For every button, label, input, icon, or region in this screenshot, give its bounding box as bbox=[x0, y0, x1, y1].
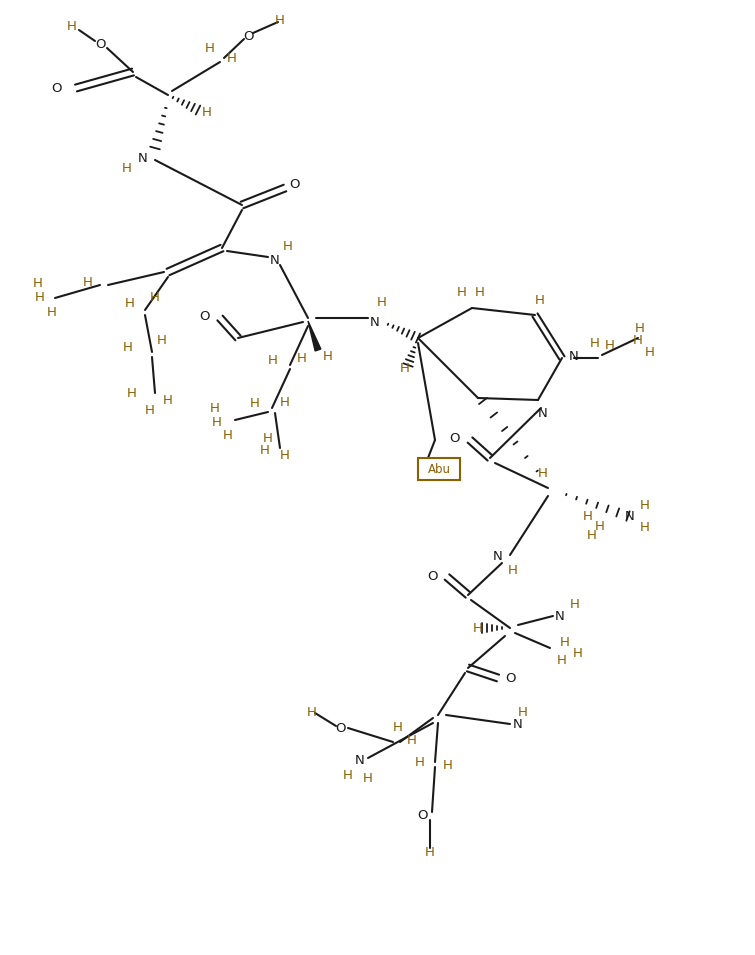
Text: H: H bbox=[33, 277, 43, 289]
Text: H: H bbox=[307, 706, 317, 718]
Text: H: H bbox=[163, 393, 173, 407]
Text: H: H bbox=[145, 404, 155, 416]
Text: H: H bbox=[605, 338, 615, 351]
Text: H: H bbox=[443, 758, 453, 772]
Text: H: H bbox=[473, 622, 483, 634]
Text: H: H bbox=[640, 520, 650, 534]
Text: N: N bbox=[493, 549, 503, 562]
Text: H: H bbox=[393, 720, 403, 733]
Text: O: O bbox=[51, 81, 61, 95]
Text: H: H bbox=[645, 346, 655, 358]
Text: N: N bbox=[555, 609, 565, 623]
Text: H: H bbox=[223, 429, 233, 441]
Text: H: H bbox=[640, 499, 650, 512]
Text: N: N bbox=[569, 350, 579, 363]
Text: O: O bbox=[450, 432, 461, 444]
Text: H: H bbox=[280, 449, 290, 461]
Text: H: H bbox=[127, 387, 137, 399]
Text: H: H bbox=[283, 240, 293, 252]
Text: H: H bbox=[518, 706, 528, 718]
Text: H: H bbox=[573, 647, 583, 660]
Text: H: H bbox=[508, 563, 518, 577]
Text: H: H bbox=[260, 443, 270, 456]
Text: H: H bbox=[212, 415, 222, 429]
Text: O: O bbox=[334, 721, 345, 734]
Text: H: H bbox=[633, 333, 643, 347]
Text: H: H bbox=[538, 466, 548, 479]
Text: H: H bbox=[590, 336, 600, 350]
Polygon shape bbox=[308, 321, 321, 351]
Text: O: O bbox=[243, 30, 253, 43]
Text: H: H bbox=[587, 528, 597, 541]
Text: H: H bbox=[363, 772, 373, 784]
Text: N: N bbox=[370, 315, 380, 329]
Text: H: H bbox=[557, 653, 567, 667]
Text: N: N bbox=[513, 717, 523, 731]
Text: O: O bbox=[290, 179, 300, 192]
Text: H: H bbox=[202, 105, 212, 118]
Bar bbox=[418, 458, 460, 480]
Text: H: H bbox=[535, 293, 545, 307]
Text: H: H bbox=[83, 275, 93, 288]
Text: N: N bbox=[138, 152, 148, 164]
Text: H: H bbox=[205, 41, 215, 54]
Text: H: H bbox=[125, 296, 135, 309]
Text: H: H bbox=[583, 510, 593, 522]
Text: H: H bbox=[268, 353, 278, 367]
Text: H: H bbox=[250, 396, 260, 410]
Text: N: N bbox=[355, 753, 365, 767]
Text: O: O bbox=[200, 309, 210, 323]
Text: H: H bbox=[457, 286, 467, 299]
Text: H: H bbox=[263, 432, 273, 444]
Text: H: H bbox=[157, 333, 167, 347]
Text: N: N bbox=[270, 253, 280, 266]
Text: H: H bbox=[150, 290, 160, 304]
Text: H: H bbox=[560, 635, 570, 648]
Text: H: H bbox=[595, 520, 605, 533]
Text: H: H bbox=[635, 322, 645, 334]
Text: H: H bbox=[67, 19, 77, 32]
Text: H: H bbox=[425, 845, 435, 859]
Text: H: H bbox=[122, 161, 132, 175]
Text: H: H bbox=[210, 401, 220, 414]
Text: H: H bbox=[407, 733, 417, 747]
Text: N: N bbox=[625, 510, 635, 522]
Text: H: H bbox=[475, 286, 485, 299]
Text: H: H bbox=[400, 362, 410, 374]
Text: H: H bbox=[343, 769, 353, 781]
Text: Abu: Abu bbox=[427, 462, 451, 476]
Text: H: H bbox=[123, 341, 133, 353]
Text: H: H bbox=[297, 351, 307, 365]
Text: H: H bbox=[227, 52, 237, 65]
Text: O: O bbox=[505, 671, 515, 685]
Text: H: H bbox=[323, 350, 333, 363]
Text: O: O bbox=[94, 37, 105, 51]
Text: H: H bbox=[275, 13, 285, 27]
Text: O: O bbox=[427, 569, 437, 583]
Text: H: H bbox=[570, 598, 580, 610]
Text: H: H bbox=[280, 395, 290, 409]
Text: H: H bbox=[35, 290, 45, 304]
Text: H: H bbox=[415, 755, 425, 769]
Text: H: H bbox=[47, 306, 57, 319]
Text: N: N bbox=[538, 407, 548, 419]
Text: H: H bbox=[377, 295, 387, 308]
Text: O: O bbox=[417, 809, 427, 821]
